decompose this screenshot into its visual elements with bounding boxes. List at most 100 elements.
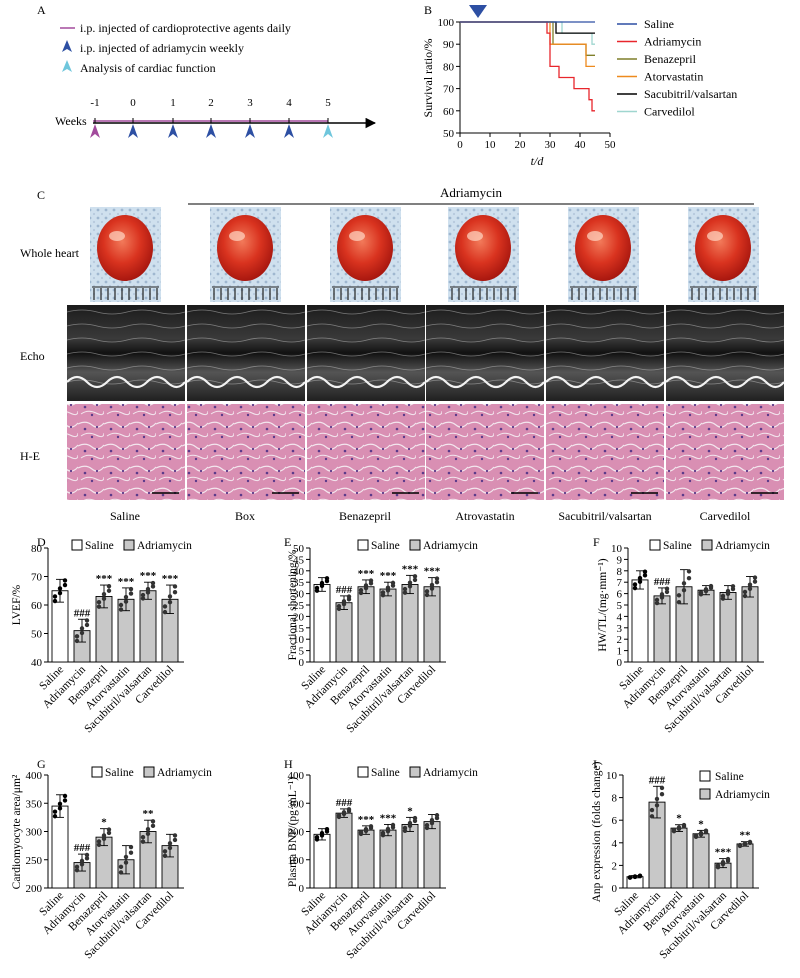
data-point bbox=[140, 596, 146, 601]
data-point bbox=[74, 634, 80, 639]
echo-trace bbox=[545, 309, 665, 315]
survival-legend: Saline Adriamycin Benazepril Atorvastatin Sa… bbox=[617, 17, 737, 119]
bar-ytick-label: 200 bbox=[288, 827, 305, 839]
bar-ytick-label: 30 bbox=[293, 589, 305, 601]
legend-saline-swatch bbox=[357, 766, 369, 778]
data-point bbox=[385, 826, 391, 832]
bar-ytick-label: 300 bbox=[288, 798, 305, 810]
echo-trace bbox=[545, 323, 665, 329]
data-point bbox=[140, 592, 146, 598]
heart-highlight bbox=[349, 231, 365, 241]
data-point bbox=[703, 587, 709, 592]
legend-adriamycin-swatch bbox=[701, 539, 713, 551]
data-point bbox=[341, 810, 347, 815]
bar-ytick-label: 300 bbox=[26, 827, 43, 839]
heart-highlight bbox=[229, 231, 245, 241]
data-point bbox=[686, 576, 692, 581]
data-point bbox=[172, 589, 178, 595]
group-label: Atrovastatin bbox=[455, 509, 514, 523]
survival-legend-label: Atorvastatin bbox=[644, 70, 703, 84]
survival-legend-label: Saline bbox=[644, 17, 674, 31]
data-point bbox=[106, 830, 112, 836]
data-point bbox=[96, 839, 102, 844]
data-point bbox=[123, 860, 129, 865]
bar-ytick-label: 70 bbox=[31, 572, 43, 584]
bar-ytick-label: 100 bbox=[288, 855, 305, 867]
data-point bbox=[140, 834, 146, 840]
row-label-echo: Echo bbox=[20, 349, 45, 363]
echo-trace bbox=[425, 309, 545, 315]
data-point bbox=[140, 839, 146, 844]
survival-ytick-label: 70 bbox=[443, 84, 455, 96]
data-point bbox=[654, 600, 660, 606]
data-point bbox=[52, 598, 58, 604]
legend-adriamycin-swatch bbox=[409, 766, 421, 778]
data-point bbox=[319, 580, 325, 586]
data-point bbox=[145, 586, 151, 592]
legend-line-text: i.p. injected of cardioprotective agents… bbox=[80, 21, 291, 35]
data-point bbox=[167, 845, 173, 851]
echo-trace bbox=[665, 351, 785, 357]
survival-xtick-label: 40 bbox=[575, 139, 587, 151]
data-point bbox=[52, 814, 58, 819]
bar bbox=[335, 812, 353, 889]
survival-xtick-label: 30 bbox=[545, 139, 557, 151]
echo-trace bbox=[186, 309, 306, 315]
data-point bbox=[676, 825, 682, 830]
data-point bbox=[424, 592, 430, 598]
data-point bbox=[654, 796, 660, 802]
data-point bbox=[747, 586, 753, 592]
heart-specimen bbox=[97, 215, 153, 281]
data-point bbox=[319, 830, 325, 836]
panel-label-g: G bbox=[37, 757, 46, 771]
bar bbox=[357, 829, 375, 889]
data-point bbox=[380, 830, 386, 836]
data-point bbox=[336, 603, 342, 609]
data-point bbox=[693, 833, 699, 838]
data-point bbox=[52, 594, 58, 599]
legend-adriamycin-swatch bbox=[699, 788, 711, 800]
data-point bbox=[123, 594, 129, 600]
data-point bbox=[627, 875, 633, 880]
timeline-arrow-icon bbox=[168, 124, 178, 138]
panel-label-d: D bbox=[37, 535, 46, 549]
data-point bbox=[642, 573, 648, 578]
data-point bbox=[412, 574, 418, 579]
bar-ytick-label: 20 bbox=[293, 611, 305, 623]
bar bbox=[670, 827, 688, 889]
echo-wall-trace bbox=[306, 375, 426, 389]
data-point bbox=[79, 626, 85, 631]
data-point bbox=[720, 593, 726, 599]
data-point bbox=[402, 825, 408, 831]
significance-mark: *** bbox=[140, 570, 157, 582]
data-point bbox=[162, 853, 168, 858]
bar-ytick-label: 50 bbox=[31, 629, 43, 641]
significance-mark: *** bbox=[162, 573, 179, 585]
data-point bbox=[118, 602, 124, 608]
timeline-tick-label: -1 bbox=[90, 97, 99, 109]
bar-ytick-label: 10 bbox=[293, 634, 305, 646]
data-point bbox=[57, 586, 63, 591]
data-point bbox=[62, 582, 68, 588]
data-point bbox=[671, 827, 677, 833]
data-point bbox=[659, 592, 665, 597]
panel-label-h: H bbox=[284, 757, 293, 771]
data-point bbox=[118, 607, 124, 612]
echo-image bbox=[67, 305, 185, 401]
timeline-tick-label: 0 bbox=[130, 97, 136, 109]
bar bbox=[423, 821, 441, 889]
legend-saline-label: Saline bbox=[715, 771, 744, 783]
bar bbox=[379, 588, 397, 663]
survival-legend-label: Benazepril bbox=[644, 52, 697, 66]
legend-saline-swatch bbox=[71, 539, 83, 551]
echo-trace bbox=[186, 351, 306, 357]
data-point bbox=[314, 585, 320, 591]
he-stain-image bbox=[666, 404, 784, 500]
echo-wall-trace bbox=[545, 375, 665, 389]
panel-label-e: E bbox=[284, 535, 291, 549]
bar-ylabel: Plasma BNP/(pg·mL⁻¹) bbox=[287, 777, 299, 887]
data-point bbox=[145, 827, 151, 832]
significance-mark: *** bbox=[118, 576, 135, 588]
significance-mark: ### bbox=[336, 584, 353, 596]
